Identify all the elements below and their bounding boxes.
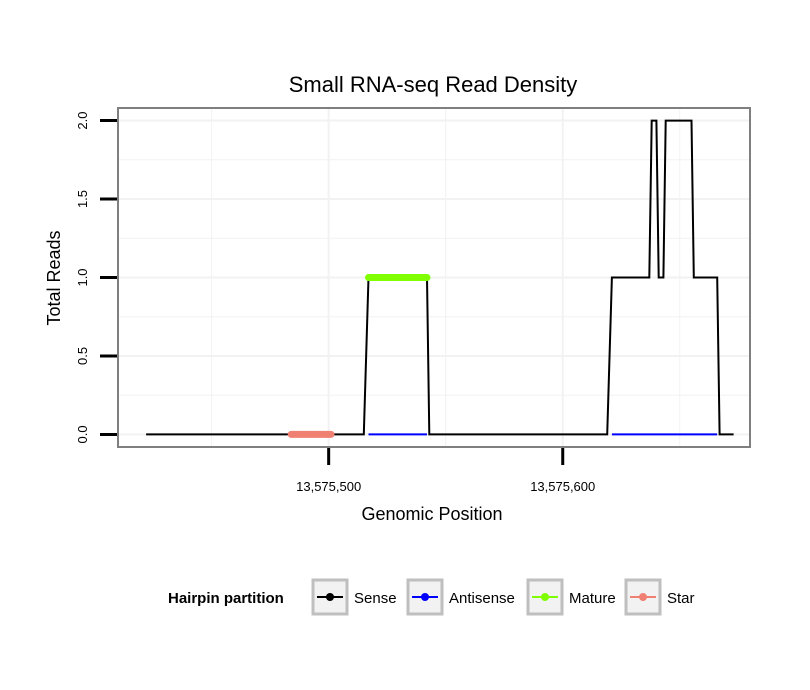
legend-label-3: Star bbox=[667, 590, 695, 607]
y-tick-label-0: 0.0 bbox=[75, 425, 90, 443]
legend-key-dot-2 bbox=[541, 593, 549, 601]
y-tick-label-1: 0.5 bbox=[75, 347, 90, 365]
legend-label-1: Antisense bbox=[449, 590, 515, 607]
chart-title: Small RNA-seq Read Density bbox=[289, 72, 578, 97]
x-tick-label-1: 13,575,600 bbox=[530, 479, 595, 494]
grid bbox=[118, 108, 750, 447]
x-tick-label-0: 13,575,500 bbox=[296, 479, 361, 494]
y-tick-label-3: 1.5 bbox=[75, 190, 90, 208]
y-tick-label-2: 1.0 bbox=[75, 268, 90, 286]
legend-key-dot-3 bbox=[639, 593, 647, 601]
plot-border bbox=[117, 107, 751, 448]
x-axis: 13,575,500 13,575,600 bbox=[296, 448, 595, 494]
y-axis: 0.0 0.5 1.0 1.5 2.0 bbox=[75, 112, 117, 443]
y-axis-label: Total Reads bbox=[44, 230, 64, 325]
x-axis-label: Genomic Position bbox=[361, 504, 502, 524]
y-tick-label-4: 2.0 bbox=[75, 112, 90, 130]
legend-label-0: Sense bbox=[354, 590, 397, 607]
legend-title: Hairpin partition bbox=[168, 590, 284, 607]
legend: Hairpin partition Sense Antisense Mature St… bbox=[168, 578, 695, 616]
legend-key-dot-1 bbox=[421, 593, 429, 601]
legend-label-2: Mature bbox=[569, 590, 616, 607]
series-layer bbox=[146, 119, 734, 438]
legend-key-dot-0 bbox=[326, 593, 334, 601]
